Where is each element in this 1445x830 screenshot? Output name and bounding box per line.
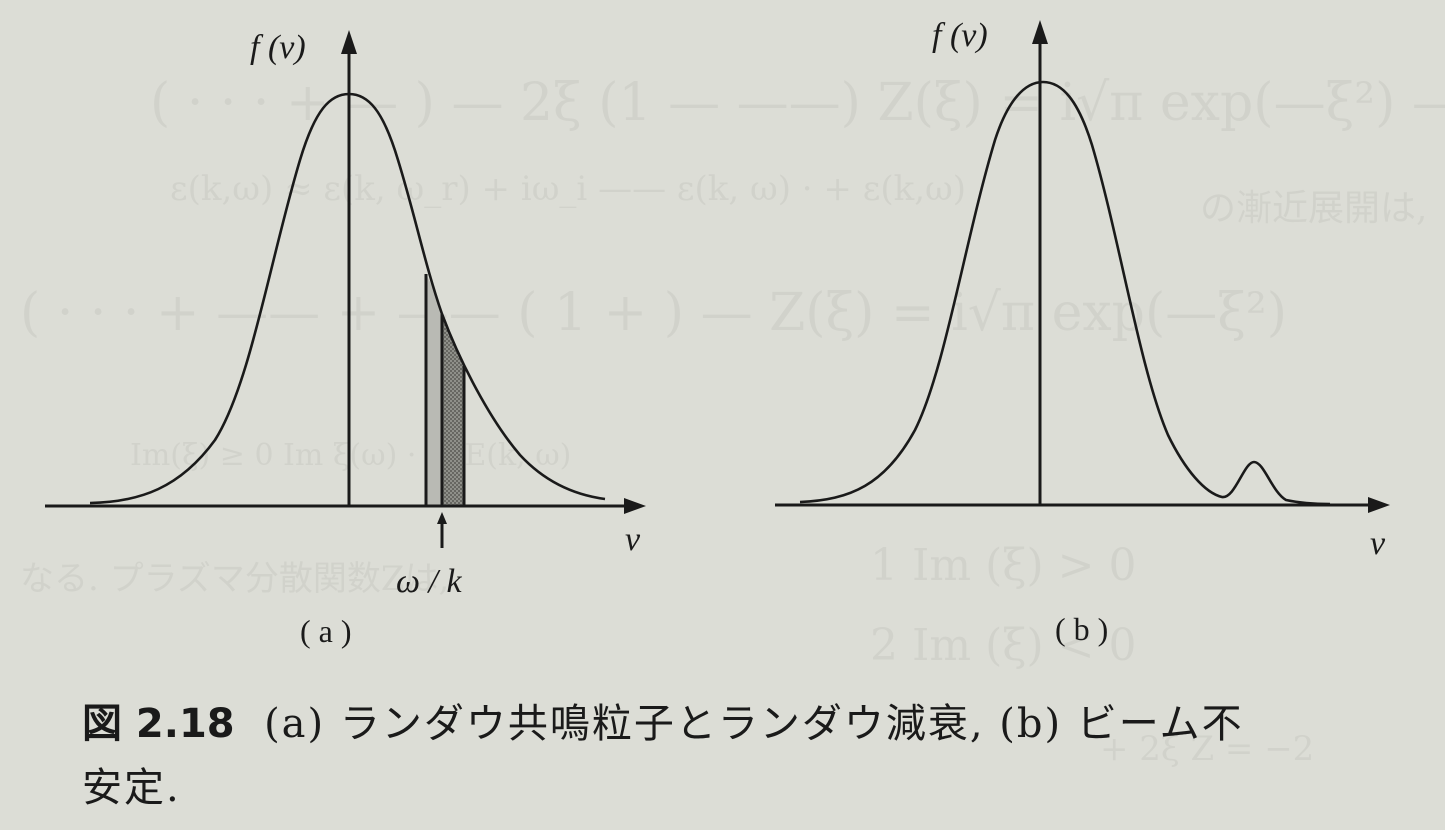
figure-number: 図 2.18 (82, 701, 235, 747)
x-axis-arrow-b (1368, 497, 1390, 513)
svg-text:( · · · + —— + —— ( 1 +: ( · · · + —— + —— ( 1 + ) — Z(ξ) = i√π e… (20, 283, 1287, 343)
y-axis-arrow-b (1032, 20, 1048, 44)
svg-text:( · · · + — ) — 2ξ (1 — ——: ( · · · + — ) — 2ξ (1 — ——) Z(ξ) = i√π e… (150, 73, 1445, 133)
panel-b: f (v) v ( b ) (775, 17, 1390, 647)
panel-a: f (v) v ω / k ( a ) (45, 29, 646, 649)
resonant-band-dark (442, 314, 464, 506)
bleed-through-text: ( · · · + — ) — 2ξ (1 — ——) Z(ξ) = i√π e… (20, 73, 1445, 769)
distribution-curve-a (89, 92, 606, 505)
figure-caption: 図 2.18 (a) ランダウ共鳴粒子とランダウ減衰, (b) ビーム不 安定. (82, 692, 1382, 820)
caption-text-1: (a) ランダウ共鳴粒子とランダウ減衰, (b) ビーム不 (264, 701, 1244, 747)
y-label-a: f (v) (250, 29, 306, 66)
svg-text:なる. プラズマ分散関数Zは,: なる. プラズマ分散関数Zは, (20, 559, 449, 599)
resonant-band-light (426, 274, 442, 506)
svg-text:1 Im (ξ) > 0: 1 Im (ξ) > 0 (870, 540, 1136, 591)
x-label-b: v (1370, 525, 1386, 562)
caption-line-1: 図 2.18 (a) ランダウ共鳴粒子とランダウ減衰, (b) ビーム不 (82, 692, 1382, 756)
x-label-a: v (625, 521, 641, 558)
panel-label-b: ( b ) (1055, 611, 1108, 647)
svg-text:ε(k,ω) ≈ ε(k, ω_r) + iω_i —— ε: ε(k,ω) ≈ ε(k, ω_r) + iω_i —— ε(k, ω) · +… (170, 169, 966, 209)
y-axis-arrow-a (341, 30, 357, 54)
resonance-label: ω / k (396, 563, 462, 600)
svg-text:の漸近展開は,: の漸近展開は, (1200, 188, 1427, 229)
caption-text-2: 安定. (82, 765, 181, 811)
x-axis-arrow-a (624, 498, 646, 514)
resonance-marker-arrow (437, 512, 447, 524)
svg-text:+ 2ξ Z = −2: + 2ξ Z = −2 (1100, 729, 1314, 769)
distribution-curve-b (799, 80, 1331, 506)
panel-label-a: ( a ) (300, 613, 352, 649)
y-label-b: f (v) (932, 17, 988, 54)
caption-line-2: 安定. (82, 756, 1382, 820)
svg-text:2 Im (ξ) < 0: 2 Im (ξ) < 0 (870, 620, 1136, 671)
svg-text:Im(ξ) ≥ 0 Im ξ(ω) · ln E(k,: Im(ξ) ≥ 0 Im ξ(ω) · ln E(k, ω) (130, 438, 571, 473)
